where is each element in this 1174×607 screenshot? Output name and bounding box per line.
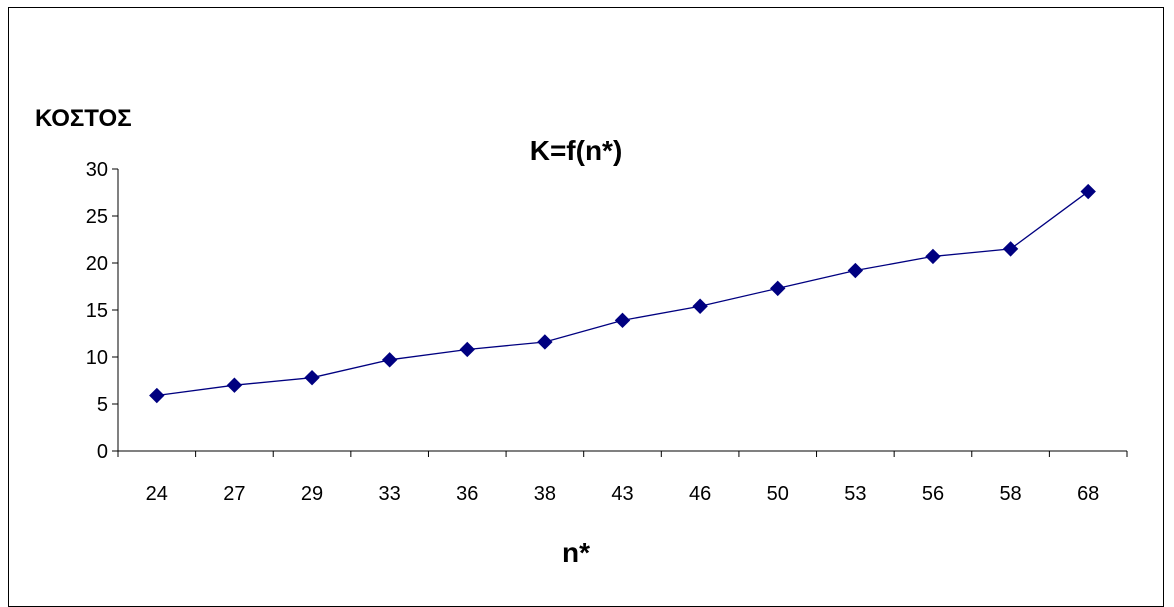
x-tick-label: 43: [611, 483, 633, 505]
x-tick-label: 53: [844, 483, 866, 505]
chart-svg: ΚΟΣΤΟΣ K=f(n*) n* 0 5 10 15 20 25 30 24 27 29 33 36…: [35, 105, 1128, 568]
data-point-marker: [149, 387, 165, 404]
data-point-marker: [537, 334, 553, 350]
y-tick-label: 15: [86, 300, 108, 322]
series: [149, 183, 1096, 404]
data-point-marker: [1002, 241, 1019, 257]
y-tick-label: 0: [97, 441, 108, 463]
axes: 0 5 10 15 20 25 30 24 27 29 33 36 38 43 46 50 53 56 58 68: [86, 159, 1128, 505]
x-tick-label: 36: [456, 483, 478, 505]
y-tick-label: 30: [86, 159, 108, 181]
x-tick-label: 50: [767, 483, 789, 505]
x-tick-label: 56: [922, 483, 944, 505]
x-tick-label: 27: [223, 483, 245, 505]
x-tick-label: 29: [301, 483, 323, 505]
series-line: [156, 191, 1089, 397]
data-point-marker: [925, 248, 941, 265]
x-tick-label: 68: [1077, 483, 1099, 505]
data-point-marker: [847, 262, 864, 279]
y-tick-label: 25: [86, 206, 108, 228]
data-point-marker: [381, 352, 398, 368]
data-point-marker: [304, 369, 320, 386]
data-point-marker: [692, 298, 708, 314]
x-tick-label: 33: [379, 483, 401, 505]
y-axis-title: ΚΟΣΤΟΣ: [35, 105, 132, 132]
x-tick-label: 46: [689, 483, 711, 505]
chart-frame: ΚΟΣΤΟΣ K=f(n*) n* 0 5 10 15 20 25 30 24 27 29 33 36…: [8, 7, 1164, 607]
x-tick-label: 58: [999, 483, 1021, 505]
y-tick-label: 10: [86, 347, 108, 369]
y-tick-label: 5: [97, 394, 108, 416]
data-point-marker: [770, 280, 786, 297]
chart-title: K=f(n*): [530, 135, 623, 166]
data-point-marker: [459, 341, 475, 358]
data-point-marker: [1080, 183, 1096, 200]
y-tick-label: 20: [86, 253, 108, 275]
x-tick-label: 24: [146, 483, 168, 505]
data-point-marker: [226, 377, 243, 393]
x-axis-title: n*: [562, 537, 590, 568]
x-tick-label: 38: [534, 483, 556, 505]
data-point-marker: [614, 312, 631, 329]
